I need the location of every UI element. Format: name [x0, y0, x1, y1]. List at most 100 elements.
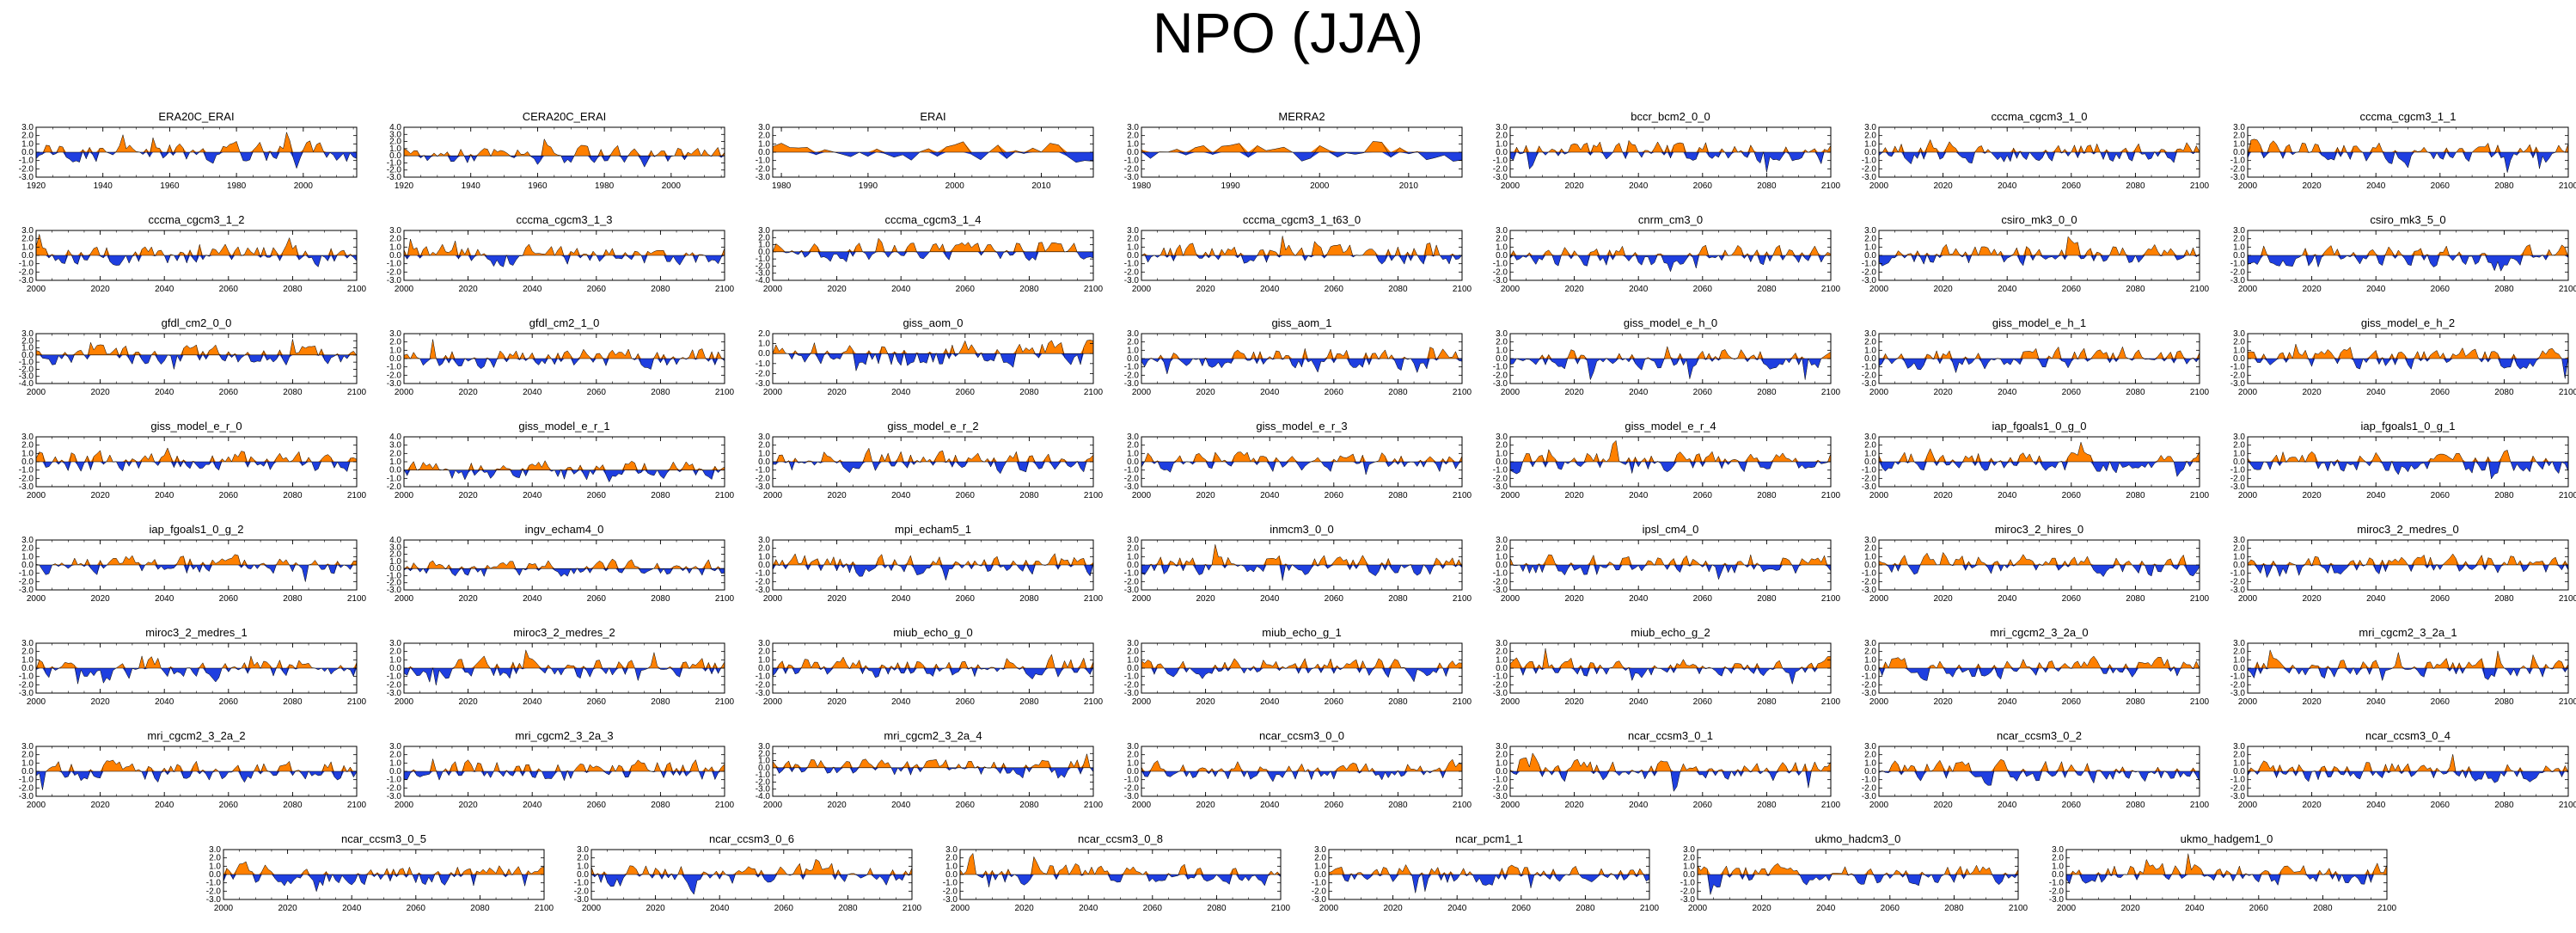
y-tick-label: 0.0: [21, 767, 34, 776]
x-tick-label: 2080: [651, 801, 670, 810]
panel-ncar_ccsm3_0_4: ncar_ccsm3_0_4 3.0 2.0 1.0 0.0 -1.0 -2.0 -3.0 20…: [2222, 727, 2576, 822]
x-tick-label: 2060: [587, 388, 607, 397]
negative-area: [1698, 875, 2018, 895]
x-tick-label: 2100: [347, 491, 367, 500]
x-tick-label: 2100: [535, 904, 554, 913]
panel-giss_model_e_r_4: giss_model_e_r_4 3.0 2.0 1.0 0.0 -1.0 -2.0 -3.0…: [1484, 418, 1842, 513]
x-tick-label: 2020: [1564, 594, 1584, 604]
x-tick-label: 2020: [1933, 181, 1953, 191]
series-line: [35, 339, 358, 370]
y-tick-label: 0.0: [21, 561, 34, 570]
series-line: [1878, 346, 2200, 374]
x-tick-label: 2100: [1821, 491, 1841, 500]
y-tick-label: -1.0: [2230, 157, 2246, 166]
y-tick-label: 2.0: [21, 132, 34, 141]
series-line: [403, 238, 725, 267]
y-tick-label: 1.0: [1496, 346, 1508, 355]
positive-area: [1141, 347, 1462, 359]
x-tick-label: 2080: [2494, 388, 2514, 397]
y-tick-label: -3.0: [19, 482, 34, 492]
y-tick-label: -3.0: [1862, 689, 1877, 698]
positive-area: [773, 340, 1093, 354]
x-tick-label: 2020: [1564, 801, 1584, 810]
plot-frame: [772, 746, 1094, 797]
y-tick-label: 3.0: [758, 536, 770, 545]
y-tick-label: 0.0: [2233, 457, 2245, 467]
x-tick-label: 2060: [1693, 181, 1713, 191]
y-tick-label: -2.0: [1124, 680, 1140, 690]
x-tick-label: 2040: [1260, 285, 1280, 294]
plot-frame: [403, 126, 725, 178]
series-line: [2065, 853, 2388, 887]
x-tick-label: 2080: [1019, 697, 1039, 707]
y-tick-label: -1.0: [2230, 569, 2246, 579]
x-tick-label: 2040: [155, 285, 174, 294]
y-tick-label: -1.0: [1493, 260, 1508, 269]
y-tick-label: 1.0: [389, 655, 401, 665]
y-tick-label: -3.0: [1493, 792, 1508, 801]
y-tick-label: -2.0: [756, 680, 771, 690]
x-tick-label: 2080: [2126, 388, 2145, 397]
x-tick-label: 2020: [1196, 697, 1215, 707]
x-tick-label: 2000: [1869, 388, 1889, 397]
x-tick-label: 2060: [1325, 388, 1344, 397]
y-tick-label: 1.0: [389, 758, 401, 768]
x-tick-label: 2010: [1399, 181, 1419, 191]
y-tick-label: 3.0: [1496, 742, 1508, 752]
series-line: [1509, 554, 1832, 580]
y-tick-label: 2.0: [1864, 648, 1876, 657]
x-tick-label: 2080: [1757, 285, 1777, 294]
x-tick-label: 2060: [2431, 388, 2451, 397]
positive-area: [1510, 346, 1831, 359]
panel-plot: CERA20C_ERAI4.03.02.01.00.0-1.0-2.0-3.01…: [387, 110, 725, 191]
positive-area: [404, 460, 725, 470]
x-tick-label: 2080: [283, 491, 303, 500]
x-tick-label: 2000: [1501, 594, 1521, 604]
x-tick-label: 2060: [2062, 697, 2082, 707]
y-tick-label: 3.0: [758, 123, 770, 132]
y-tick-label: -1.0: [756, 466, 771, 476]
y-tick-label: -1.0: [1862, 672, 1877, 682]
panel-title: miub_echo_g_0: [893, 626, 973, 639]
y-tick-label: 2.0: [1127, 544, 1139, 554]
positive-area: [773, 753, 1093, 768]
panel-title: csiro_mk3_0_0: [2001, 213, 2077, 226]
positive-area: [1141, 544, 1462, 565]
y-tick-label: -1.0: [1862, 466, 1877, 476]
y-tick-label: 1.0: [1864, 346, 1876, 355]
x-tick-label: 2100: [2190, 594, 2210, 604]
y-tick-label: -1.0: [1862, 569, 1877, 579]
series-line: [403, 758, 725, 782]
y-tick-label: 0.0: [1127, 767, 1139, 776]
y-tick-label: -2.0: [1493, 783, 1508, 793]
panel-title: miub_echo_g_1: [1262, 626, 1342, 639]
x-tick-label: 2040: [1629, 697, 1649, 707]
y-tick-label: 2.0: [1496, 132, 1508, 141]
y-tick-label: 0.0: [1683, 870, 1695, 880]
negative-area: [591, 875, 912, 895]
panel-plot: cccma_cgcm3_1_33.02.01.00.0-1.0-2.0-3.02…: [387, 213, 735, 294]
y-tick-label: 2.0: [1127, 235, 1139, 244]
x-tick-label: 2040: [523, 491, 542, 500]
x-tick-label: 2100: [2190, 388, 2210, 397]
y-tick-label: 3.0: [945, 845, 958, 855]
y-tick-label: 2.0: [21, 544, 34, 554]
y-tick-label: -2.0: [1862, 783, 1877, 793]
y-tick-label: -1.0: [1493, 672, 1508, 682]
y-tick-label: -3.0: [2230, 689, 2246, 698]
y-tick-label: -2.0: [19, 267, 34, 277]
x-tick-label: 2020: [1196, 388, 1215, 397]
y-tick-label: -3.0: [19, 276, 34, 285]
y-tick-label: -2.0: [206, 887, 222, 896]
x-tick-label: 2080: [1757, 697, 1777, 707]
x-tick-label: 2040: [1816, 904, 1836, 913]
y-tick-label: 3.0: [2233, 639, 2245, 648]
x-tick-label: 2060: [956, 388, 976, 397]
x-tick-label: 2020: [1564, 285, 1584, 294]
panel-ncar_ccsm3_0_1: ncar_ccsm3_0_1 3.0 2.0 1.0 0.0 -1.0 -2.0 -3.0 20…: [1484, 727, 1842, 822]
y-tick-label: 3.0: [577, 845, 589, 855]
y-tick-label: -4.0: [19, 379, 34, 389]
x-tick-label: 2060: [2431, 181, 2451, 191]
x-tick-label: 2040: [1079, 904, 1098, 913]
